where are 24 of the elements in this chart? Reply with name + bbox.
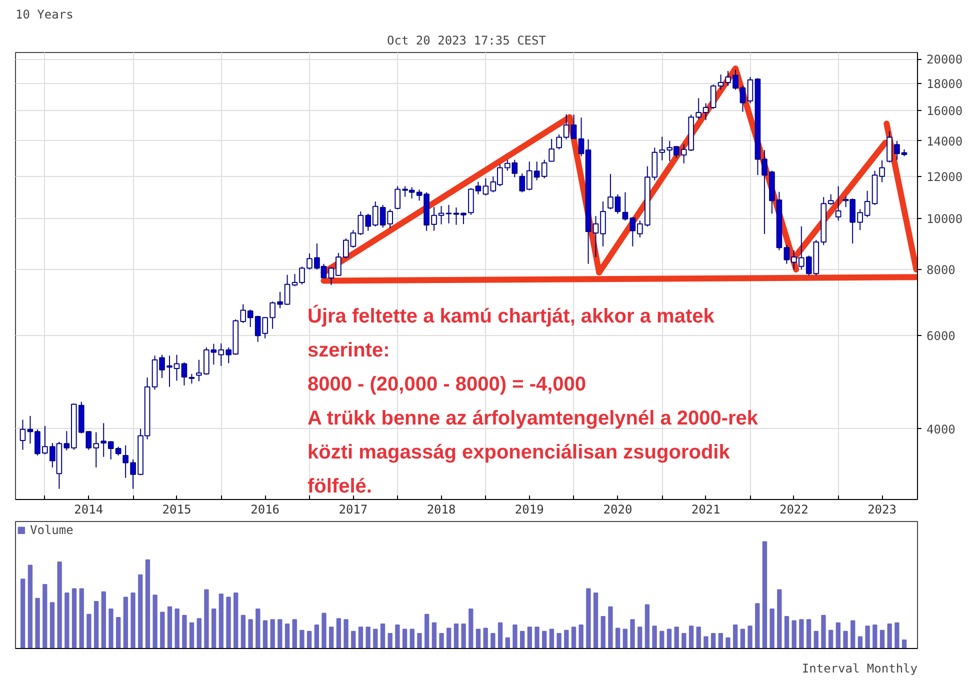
legend-label: Volume (30, 523, 74, 537)
chart-title: 10 Years (16, 8, 74, 22)
text: Interval Monthly (802, 662, 918, 676)
x-tick-label: 2014 (74, 502, 104, 516)
y-tick-label: 4000 (926, 422, 956, 436)
x-tick-label: 2021 (691, 502, 720, 516)
x-tick-label: 2020 (603, 502, 632, 516)
x-tick-label: 2015 (162, 502, 192, 516)
y-tick-label: 6000 (926, 329, 956, 344)
x-tick-label: 2018 (426, 502, 456, 516)
x-tick-label: 2022 (779, 502, 808, 516)
annotation: Újra feltette a kamú chartját, akkor a matek szerinte: 8000 - (20,000 - 8000) = -4,000 A trükk benne az árfolyamtengelynél a 2000-rek közti magasság exponenciálisan zsugorodik fölfelé. (308, 304, 759, 498)
x-tick-label: 2016 (250, 502, 280, 516)
y-tick-label: 18000 (926, 76, 963, 91)
x-tick-label: 2017 (338, 502, 368, 516)
x-tick-label: 2019 (514, 502, 544, 516)
y-tick-label: 16000 (926, 104, 963, 118)
y-tick-label: 10000 (926, 212, 963, 226)
y-tick-label: 12000 (926, 170, 963, 184)
y-tick-label: 8000 (926, 263, 956, 278)
chart-subtitle: Oct 20 2023 17:35 CEST (387, 34, 546, 48)
y-tick-label: 20000 (926, 52, 963, 67)
x-tick-label: 2023 (868, 502, 896, 516)
y-tick-label: 14000 (926, 134, 963, 148)
